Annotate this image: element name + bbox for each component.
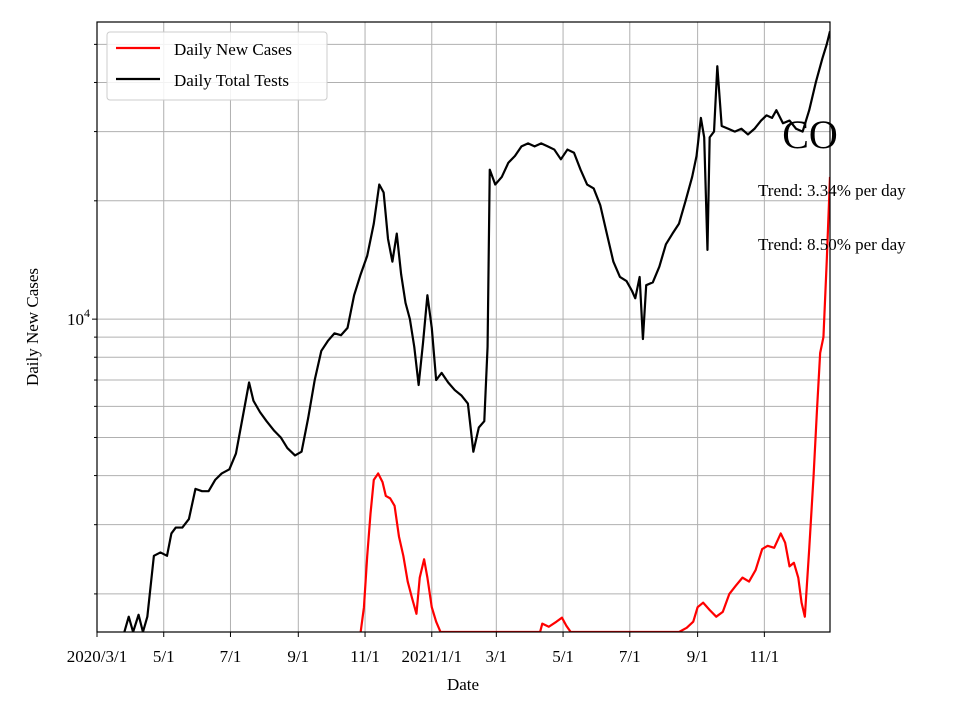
- x-tick-label: 11/1: [750, 647, 780, 666]
- state-annotation: CO: [782, 112, 838, 157]
- series-line-daily-new-cases: [359, 176, 830, 632]
- legend: Daily New Cases Daily Total Tests: [106, 31, 328, 101]
- y-axis-label: Daily New Cases: [23, 268, 42, 386]
- x-tick-label: 2020/3/1: [67, 647, 127, 666]
- x-tick-label: 7/1: [220, 647, 242, 666]
- x-tick-label: 7/1: [619, 647, 641, 666]
- legend-label-daily-total-tests: Daily Total Tests: [174, 71, 289, 90]
- tests-trend-annotation: Trend: 3.34% per day: [758, 181, 906, 200]
- x-tick-label: 9/1: [687, 647, 709, 666]
- x-tick-label: 3/1: [485, 647, 507, 666]
- x-tick-label: 9/1: [287, 647, 309, 666]
- x-tick-label: 5/1: [153, 647, 175, 666]
- series-layer: [123, 30, 830, 632]
- y-axis-ticks: 104: [67, 43, 97, 595]
- cases-trend-annotation: Trend: 8.50% per day: [758, 235, 906, 254]
- series-line-daily-total-tests: [123, 30, 830, 632]
- x-axis-label: Date: [447, 675, 479, 694]
- legend-label-daily-new-cases: Daily New Cases: [174, 40, 292, 59]
- x-axis-ticks: 2020/3/1 5/1 7/1 9/1 11/1 2021/1/1 3/1 5/1 7/1 9/…: [67, 632, 779, 666]
- y-tick-label: 104: [67, 306, 90, 329]
- series-group: [123, 30, 830, 632]
- legend-box: [106, 31, 328, 101]
- x-tick-label: 11/1: [350, 647, 380, 666]
- grid: [96, 22, 830, 632]
- x-tick-label: 5/1: [552, 647, 574, 666]
- x-tick-label: 2021/1/1: [402, 647, 462, 666]
- plot-frame: [96, 21, 831, 633]
